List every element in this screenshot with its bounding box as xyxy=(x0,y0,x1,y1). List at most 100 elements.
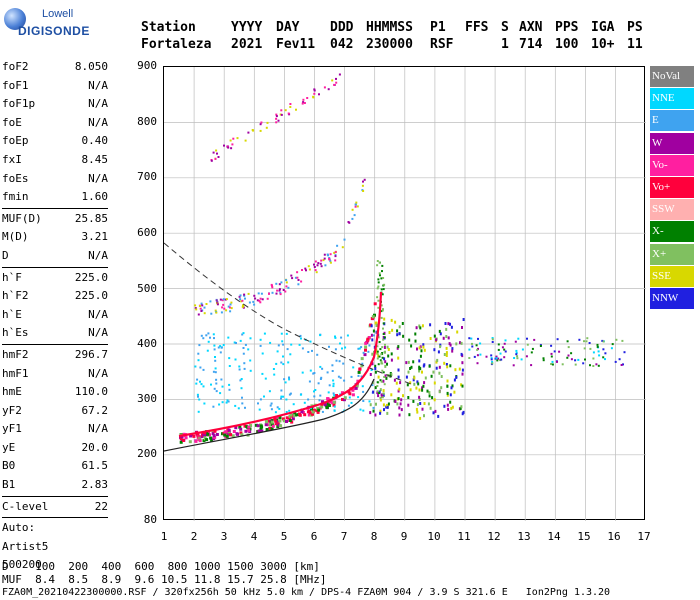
echo-point xyxy=(321,400,324,404)
echo-point xyxy=(530,364,533,367)
echo-point xyxy=(260,292,263,295)
echo-point xyxy=(370,369,373,371)
echo-point xyxy=(435,366,438,370)
echo-point xyxy=(285,398,288,401)
echo-point xyxy=(258,299,261,302)
echo-point xyxy=(285,411,288,413)
echo-point xyxy=(282,419,286,423)
echo-point xyxy=(350,375,353,378)
echo-point xyxy=(390,352,393,356)
echo-point xyxy=(261,352,264,355)
echo-point xyxy=(602,340,605,343)
echo-point xyxy=(433,381,436,385)
header-value-ddd: 042 xyxy=(330,37,354,52)
echo-point xyxy=(196,393,199,396)
echo-point xyxy=(539,345,542,347)
echo-point xyxy=(445,327,448,331)
echo-point xyxy=(323,403,327,407)
echo-point xyxy=(200,302,203,305)
echo-point xyxy=(266,297,269,300)
echo-point xyxy=(387,402,390,406)
echo-point xyxy=(377,278,380,281)
echo-point xyxy=(497,348,500,351)
echo-point xyxy=(184,436,188,440)
echo-point xyxy=(299,393,302,396)
echo-point xyxy=(585,340,588,343)
echo-point xyxy=(282,355,284,358)
echo-point xyxy=(382,392,385,395)
echo-point xyxy=(197,359,200,362)
echo-point xyxy=(268,426,272,430)
echo-point xyxy=(316,264,319,267)
echo-point xyxy=(276,350,279,353)
echo-point xyxy=(343,238,346,241)
param-row: h`F2 225.0 xyxy=(2,287,108,306)
echo-point xyxy=(578,338,581,341)
echo-point xyxy=(280,332,283,335)
echo-point xyxy=(379,411,382,415)
echo-point xyxy=(343,379,346,382)
echo-point xyxy=(239,339,242,342)
echo-point xyxy=(288,409,291,412)
echo-point xyxy=(244,429,248,433)
echo-point xyxy=(363,353,367,357)
echo-point xyxy=(383,283,386,286)
echo-point xyxy=(259,398,262,401)
echo-point xyxy=(490,357,493,360)
echo-point xyxy=(344,346,347,349)
echo-point xyxy=(491,362,494,365)
param-value: 67.2 xyxy=(81,403,109,417)
echo-point xyxy=(222,303,225,306)
echo-point xyxy=(284,381,287,384)
param-value: 2.83 xyxy=(81,478,109,492)
echo-point xyxy=(240,433,244,437)
echo-point xyxy=(451,384,454,388)
echo-point xyxy=(278,416,282,420)
echo-point xyxy=(383,408,385,412)
echo-point xyxy=(420,349,423,353)
echo-point xyxy=(443,361,446,365)
echo-point xyxy=(207,431,211,435)
echo-point xyxy=(328,258,331,261)
echo-point xyxy=(468,357,471,359)
echo-point xyxy=(551,363,554,366)
echo-point xyxy=(604,358,606,361)
echo-point xyxy=(323,86,326,89)
echo-point xyxy=(230,307,233,310)
echo-point xyxy=(408,338,411,342)
echo-point xyxy=(379,379,382,382)
echo-point xyxy=(358,367,362,371)
echo-point xyxy=(377,285,380,288)
echo-point xyxy=(326,371,329,374)
echo-point xyxy=(367,336,371,339)
echo-point xyxy=(351,217,354,220)
echo-point xyxy=(194,307,197,310)
echo-point xyxy=(621,339,624,342)
echo-point xyxy=(202,433,206,437)
echo-point xyxy=(369,403,372,407)
echo-point xyxy=(592,365,595,367)
param-row: foF2 8.050 xyxy=(2,58,108,77)
echo-point xyxy=(421,370,423,374)
legend-item: Vo+ xyxy=(650,176,694,198)
echo-point xyxy=(362,400,365,402)
echo-point xyxy=(383,376,386,378)
echo-point xyxy=(275,282,278,285)
echo-point xyxy=(470,337,473,340)
echo-point xyxy=(230,301,233,304)
echo-point xyxy=(228,365,231,367)
param-value: 3.21 xyxy=(81,230,109,244)
echo-point xyxy=(445,346,448,350)
echo-point xyxy=(428,391,431,395)
echo-point xyxy=(357,374,360,377)
echo-point xyxy=(446,391,449,395)
echo-point xyxy=(376,264,379,267)
echo-point xyxy=(450,325,453,329)
echo-point xyxy=(227,146,230,149)
echo-point xyxy=(288,376,290,379)
echo-point xyxy=(243,424,247,428)
echo-point xyxy=(390,318,393,322)
echo-point xyxy=(274,419,278,423)
echo-point xyxy=(446,379,449,383)
echo-point xyxy=(227,400,230,403)
